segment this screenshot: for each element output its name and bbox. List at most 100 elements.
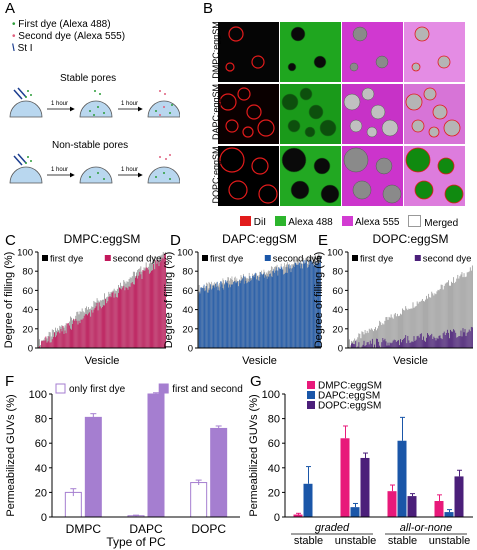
panel-letter-c: C bbox=[5, 232, 16, 249]
vesicle-bar-second bbox=[398, 340, 399, 348]
y-tick-label: 40 bbox=[182, 305, 193, 316]
vesicle-bar-second bbox=[44, 340, 46, 348]
vesicle-bar-second bbox=[67, 323, 69, 348]
vesicle-bar-second bbox=[267, 276, 269, 348]
category-label: unstable bbox=[429, 535, 471, 547]
vesicle-bar-second bbox=[419, 334, 421, 348]
bar bbox=[303, 483, 313, 517]
vesicle-bar-second bbox=[122, 287, 124, 348]
vesicle-bar-second bbox=[263, 272, 265, 348]
stable-row: 1 hour 1 hour bbox=[9, 87, 180, 118]
row-label-dapc: DAPC:eggSM bbox=[211, 83, 221, 141]
vesicle-bar-second bbox=[319, 262, 321, 348]
micrograph-grid bbox=[218, 22, 468, 210]
micrograph-dmpc-ch1 bbox=[218, 22, 279, 82]
vesicle-bar-second bbox=[284, 273, 285, 348]
vesicle-bar-second bbox=[390, 343, 392, 348]
vesicle-bar-second bbox=[298, 262, 300, 348]
legend-label: DMPC:eggSM bbox=[318, 381, 382, 392]
vesicle-bar-first bbox=[441, 284, 443, 348]
vesicle-bar-second bbox=[225, 282, 227, 348]
vesicle-bar-second bbox=[119, 287, 120, 348]
vesicle-bar-second bbox=[386, 345, 388, 348]
vesicle-bar-first bbox=[354, 338, 356, 348]
vesicle-bar-second bbox=[257, 279, 259, 348]
vesicle-bar-second bbox=[315, 261, 316, 348]
vesicle-bar-second bbox=[457, 337, 459, 348]
vesicle-bar-first bbox=[356, 339, 358, 348]
vesicle-bar-second bbox=[409, 342, 411, 348]
vesicle-bar-second bbox=[216, 286, 217, 348]
vesicle-bar-first bbox=[409, 309, 411, 348]
panel-letter-a: A bbox=[5, 0, 16, 17]
vesicle-bar-second bbox=[287, 272, 289, 348]
vesicle-bar-first bbox=[369, 329, 371, 348]
vesicle-bar-second bbox=[394, 340, 396, 348]
y-tick-label: 100 bbox=[177, 248, 193, 259]
vesicle-bar-first bbox=[427, 298, 428, 348]
vesicle-bar-first bbox=[357, 337, 359, 348]
legend-swatch bbox=[352, 255, 358, 261]
vesicle-bar-second bbox=[125, 287, 127, 348]
vesicle-bar-first bbox=[469, 267, 471, 348]
green-dot-icon: • bbox=[12, 19, 16, 30]
vesicle-bar-second bbox=[42, 340, 44, 348]
vesicle-bar-second bbox=[298, 264, 299, 348]
vesicle-bar-second bbox=[247, 282, 248, 348]
vesicle-bar-second bbox=[258, 280, 260, 348]
vesicle-bar-second bbox=[103, 305, 104, 348]
vesicle-bar-first bbox=[401, 314, 402, 348]
vesicle-bar-second bbox=[468, 329, 470, 348]
vesicle-bar-first bbox=[358, 333, 360, 348]
vesicle-bar-second bbox=[115, 297, 117, 348]
vesicle-bar-first bbox=[437, 289, 439, 348]
vesicle-bar-second bbox=[124, 290, 126, 348]
vesicle-bar-second bbox=[362, 344, 364, 348]
guv-stable-2 bbox=[79, 100, 113, 118]
x-axis-label: Vesicle bbox=[242, 355, 277, 367]
vesicle-bar-second bbox=[395, 341, 397, 348]
vesicle-bar-first bbox=[454, 283, 456, 348]
vesicle-bar-first bbox=[373, 331, 374, 348]
chart-c: DMPC:eggSM Degree of filling (%) Vesicle 0 2… bbox=[3, 232, 166, 367]
vesicle-bar-second bbox=[232, 284, 234, 348]
vesicle-bar-first bbox=[364, 329, 366, 348]
vesicle-bar-second bbox=[120, 288, 121, 348]
vesicle-bar-first bbox=[448, 280, 449, 348]
vesicle-bar-second bbox=[369, 340, 371, 348]
vesicle-bar-first bbox=[361, 331, 363, 348]
legend-label: second dye bbox=[273, 254, 322, 265]
micrograph-dopc-ch1 bbox=[218, 146, 279, 206]
micrograph-dmpc-ch4 bbox=[404, 22, 465, 82]
vesicle-bar-first bbox=[434, 293, 436, 348]
vesicle-bar-second bbox=[361, 346, 363, 348]
vesicle-bar-second bbox=[202, 288, 203, 348]
vesicle-bar-second bbox=[142, 270, 144, 348]
y-axis-label: Degree of filling (%) bbox=[163, 252, 175, 349]
vesicle-bar-second bbox=[80, 319, 82, 348]
vesicle-bar-second bbox=[225, 280, 226, 348]
vesicle-bar-second bbox=[440, 338, 442, 348]
vesicle-bar-second bbox=[446, 329, 448, 348]
vesicle-bar-second bbox=[289, 268, 290, 348]
vesicle-bar-second bbox=[388, 345, 390, 348]
vesicle-bar-first bbox=[380, 322, 382, 348]
vesicle-bar-first bbox=[365, 333, 367, 348]
y-axis-label: Degree of filling (%) bbox=[3, 252, 15, 349]
y-tick-label: 0 bbox=[41, 512, 47, 524]
vesicle-bar-second bbox=[54, 332, 55, 348]
vesicle-bar-second bbox=[364, 346, 366, 348]
vesicle-bar-first bbox=[436, 291, 438, 348]
pore-schematic: 1 hour 1 hour 1 hour 1 hour bbox=[9, 87, 180, 184]
vesicle-bar-second bbox=[420, 333, 422, 348]
legend-alexa488-label: Alexa 488 bbox=[288, 217, 333, 228]
x-axis-label: Vesicle bbox=[85, 355, 120, 367]
vesicle-bar-second bbox=[266, 278, 268, 348]
vesicle-bar-second bbox=[439, 335, 441, 348]
vesicle-bar-first bbox=[451, 281, 452, 348]
vesicle-bar-first bbox=[460, 274, 462, 348]
vesicle-bar-second bbox=[235, 283, 237, 348]
vesicle-bar-second bbox=[318, 260, 320, 348]
vesicle-bar-second bbox=[198, 291, 200, 348]
vesicle-bar-second bbox=[136, 275, 137, 348]
